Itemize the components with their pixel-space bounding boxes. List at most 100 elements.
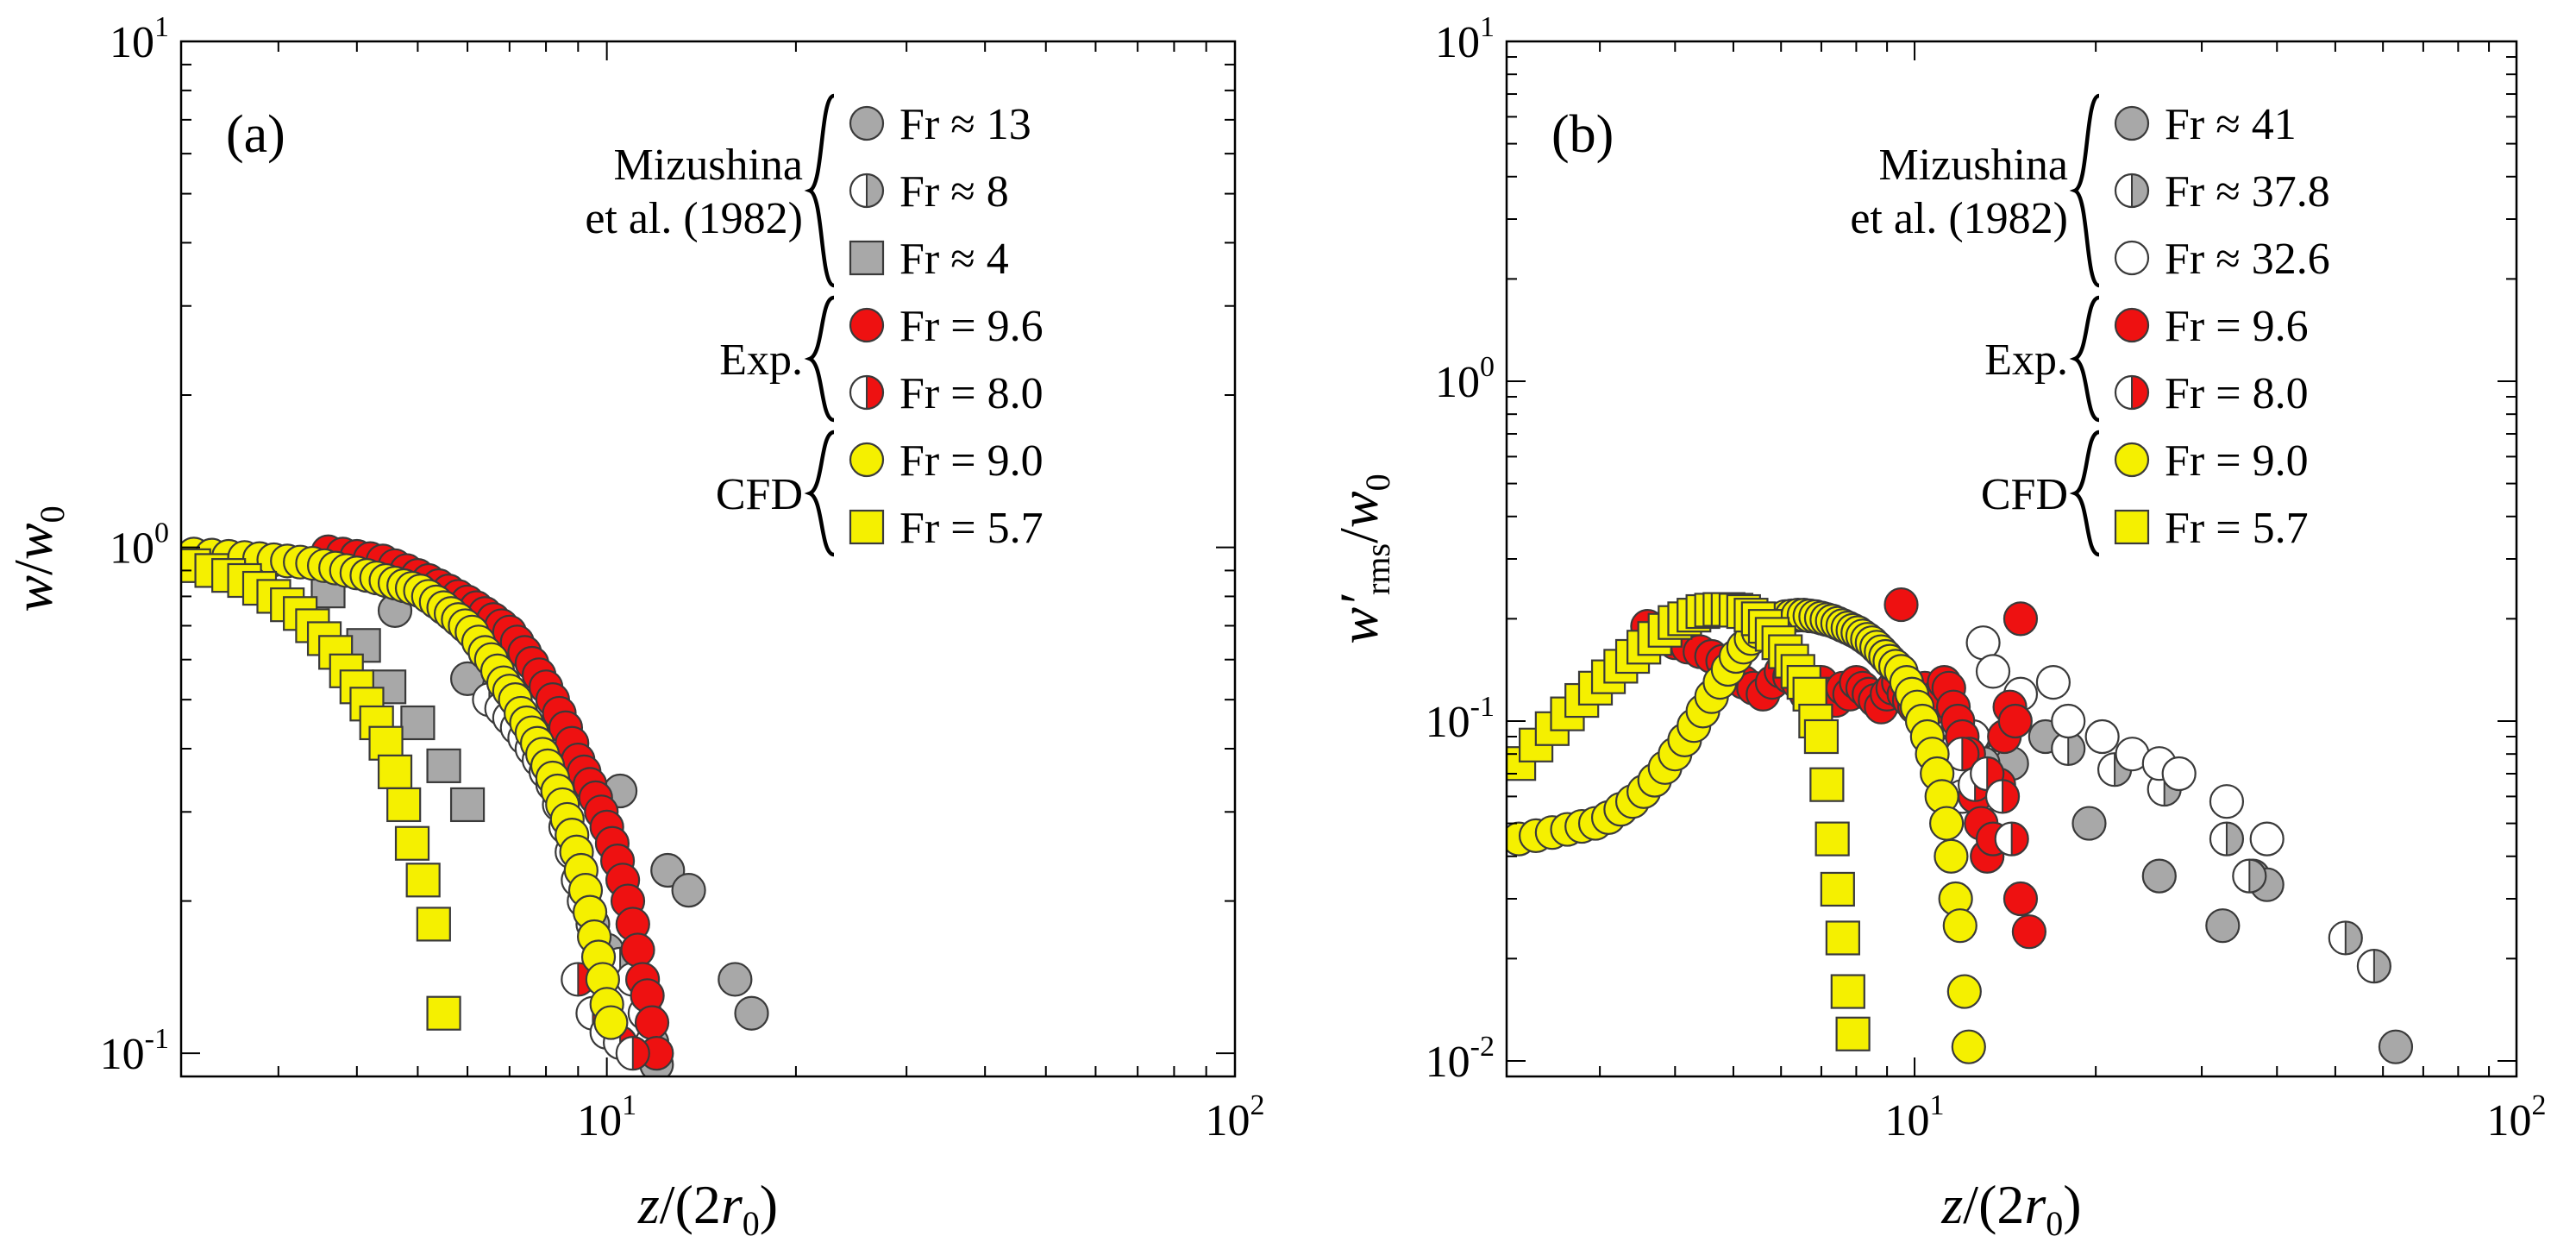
data-point: [1814, 821, 1850, 857]
legend-label: Fr = 8.0: [2165, 369, 2309, 418]
ticks: [1507, 41, 2517, 1077]
legend-label: Fr ≈ 37.8: [2165, 167, 2330, 216]
data-point: [2051, 703, 2086, 739]
series-5: [1945, 737, 2029, 857]
data-point: [2209, 784, 2245, 819]
data-point: [377, 754, 413, 789]
data-point: [718, 962, 753, 997]
data-point: [2232, 858, 2267, 894]
legend-label: Fr = 9.6: [899, 302, 1044, 351]
data-point: [1803, 718, 1840, 755]
data-point: [426, 995, 461, 1031]
legend-label: Fr ≈ 32.6: [2165, 235, 2330, 284]
legend-marker: [2114, 509, 2150, 545]
data-point: [2051, 731, 2086, 766]
legend-marker: [2114, 374, 2150, 411]
legend-brace: [804, 295, 835, 423]
legend: Fr ≈ 13 Fr ≈ 8 Fr ≈ 4 Fr = 9.6 Fr = 8.0 Fr = …: [585, 93, 1044, 557]
data-point: [2084, 718, 2120, 755]
data-point: [1984, 779, 2021, 814]
legend-marker: [2114, 105, 2150, 141]
legend-marker: [849, 374, 885, 411]
data-point: [634, 1005, 670, 1040]
data-point: [1942, 908, 1977, 944]
series-6: [1507, 598, 1986, 1064]
legend-marker: [849, 173, 885, 209]
legend-group-label: Exp.: [1984, 336, 2068, 385]
data-point: [671, 873, 706, 908]
data-point: [1883, 587, 1919, 623]
legend-label: Fr = 5.7: [2165, 504, 2309, 553]
legend-group-label: et al. (1982): [585, 194, 803, 243]
x-axis-label: z/(2r0): [1940, 1174, 2081, 1243]
legend-group-label: Mizushina: [1878, 141, 2068, 190]
data-point: [1820, 871, 1855, 907]
data-point: [386, 787, 422, 823]
y-axis-label: w′rms/w0: [1328, 474, 1397, 643]
legend-label: Fr = 9.0: [2165, 436, 2309, 486]
series-7: [181, 548, 461, 1031]
x-tick-label: 101: [577, 1089, 636, 1145]
series-6: [181, 537, 629, 1040]
data-point: [1946, 974, 1982, 1009]
legend-label: Fr ≈ 13: [899, 100, 1031, 149]
legend-brace: [804, 93, 836, 288]
legend-marker: [849, 509, 885, 545]
panel-label: (a): [226, 105, 285, 164]
data-point: [1994, 821, 2029, 857]
y-tick-label: 10-1: [100, 1023, 169, 1079]
legend-marker: [2114, 240, 2150, 276]
data-point: [2035, 664, 2071, 700]
y-tick-label: 100: [1435, 351, 1495, 407]
y-axis-label: w/w0: [3, 505, 72, 612]
data-point: [2141, 858, 2177, 894]
data-point: [2378, 1029, 2414, 1064]
legend-group-label: et al. (1982): [1850, 194, 2068, 243]
data-point: [2011, 914, 2046, 950]
data-point: [620, 932, 655, 968]
data-point: [1951, 1029, 1986, 1064]
data-point: [2209, 821, 2245, 857]
data-point: [2356, 949, 2391, 984]
data-point: [1929, 806, 1965, 841]
data-point: [2328, 920, 2363, 956]
y-tick-label: 101: [1435, 11, 1495, 67]
legend-label: Fr ≈ 41: [2165, 100, 2297, 149]
data-point: [1997, 703, 2033, 739]
legend-label: Fr ≈ 4: [899, 235, 1009, 284]
data-point: [650, 852, 686, 888]
data-point: [1809, 767, 1845, 802]
x-tick-label: 101: [1885, 1089, 1945, 1145]
data-point: [615, 1036, 650, 1071]
legend-label: Fr = 5.7: [899, 504, 1044, 553]
legend-marker: [849, 105, 885, 141]
data-point: [1825, 920, 1860, 956]
legend-marker: [2114, 442, 2150, 478]
legend-brace: [2069, 93, 2101, 288]
legend-marker: [849, 307, 885, 343]
data-point: [426, 748, 461, 783]
data-point: [416, 907, 451, 942]
x-tick-label: 102: [2487, 1089, 2547, 1145]
data-point: [405, 863, 441, 898]
legend-marker: [2114, 173, 2150, 209]
legend-brace: [804, 430, 835, 557]
legend-label: Fr = 9.0: [899, 436, 1044, 486]
data-point: [593, 1005, 629, 1040]
data-point: [2003, 881, 2039, 917]
y-tick-label: 10-2: [1426, 1031, 1495, 1087]
data-point: [734, 995, 769, 1031]
legend-label: Fr = 8.0: [899, 369, 1044, 418]
data-point: [1934, 838, 1969, 874]
data-point: [1830, 974, 1865, 1009]
data-point: [2003, 601, 2039, 637]
data-layer: [1507, 587, 2414, 1064]
data-point: [400, 705, 436, 741]
legend-marker: [849, 240, 885, 276]
data-point: [449, 787, 486, 823]
legend-brace: [2069, 295, 2100, 423]
legend-marker: [849, 442, 885, 478]
y-tick-label: 101: [110, 11, 169, 67]
